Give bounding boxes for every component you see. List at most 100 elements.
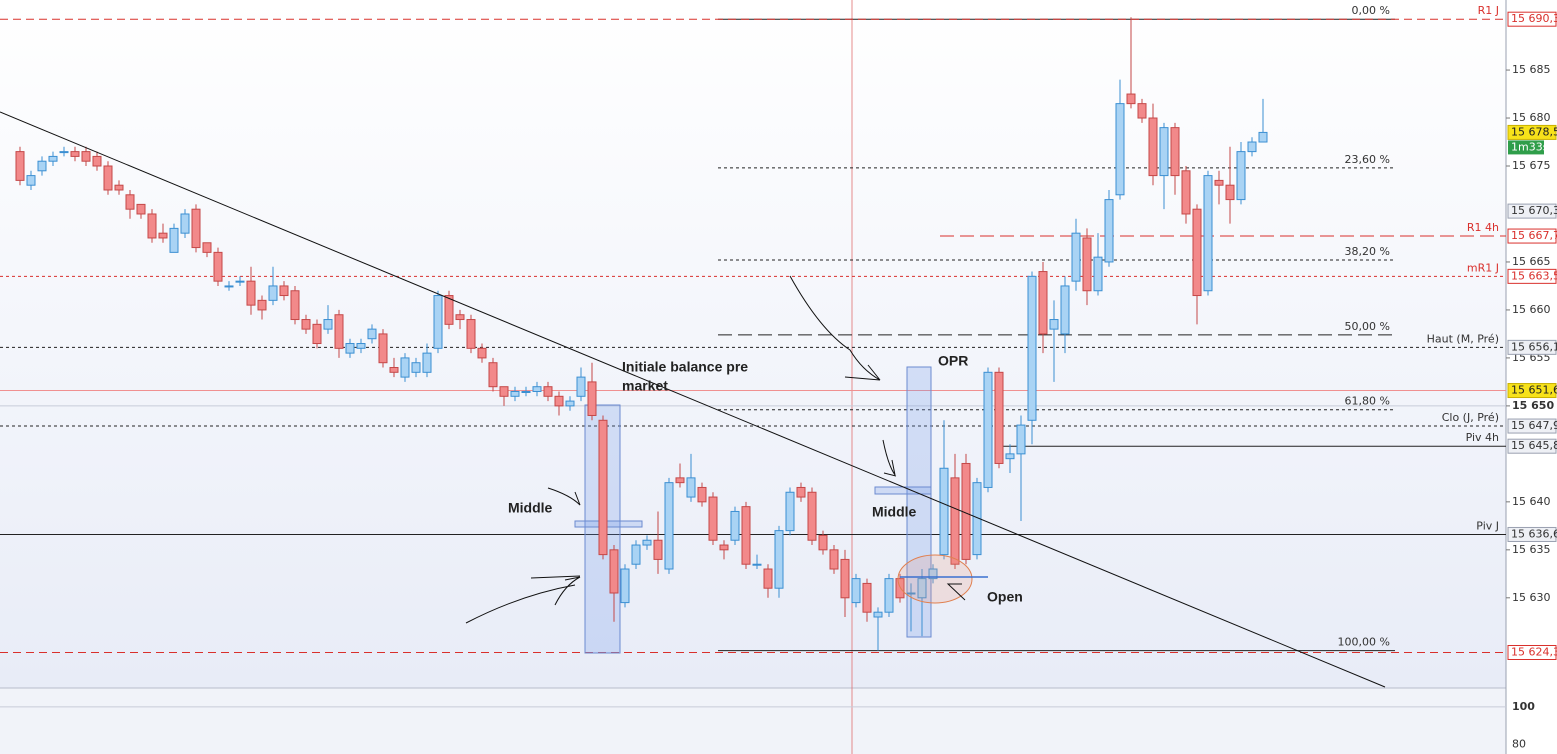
candle-body: [81, 151, 91, 162]
candle-body: [576, 376, 586, 397]
y-tick-label: 15 640: [1512, 495, 1551, 508]
candle-body: [1115, 103, 1125, 196]
candle-body: [147, 213, 157, 239]
price-box: [1507, 228, 1557, 244]
candle-body: [1137, 103, 1147, 119]
candle-body: [125, 194, 135, 210]
level-name: Clo (J, Pré): [1442, 411, 1499, 424]
candle-body: [829, 549, 839, 570]
candle-body: [1170, 127, 1180, 177]
annotation: Initiale balance pre: [622, 359, 748, 375]
y-tick-label: 15 660: [1512, 303, 1551, 316]
timer-label: 1m33s: [1511, 140, 1549, 153]
candle-body: [1093, 256, 1103, 292]
level-name: R1 4h: [1467, 221, 1499, 234]
candle-body: [587, 381, 597, 416]
level-name: Piv J: [1476, 519, 1499, 532]
candle-body: [1049, 319, 1059, 330]
candle-body: [686, 477, 696, 498]
annotation: OPR: [938, 353, 968, 369]
y-tick-label: 15 635: [1512, 543, 1551, 556]
candle-body: [620, 568, 630, 604]
price-box: [1507, 418, 1557, 434]
candle-body: [1258, 131, 1268, 143]
candle-body: [730, 510, 740, 541]
y-tick-label: 100: [1512, 700, 1535, 713]
fib-label: 38,20 %: [1345, 245, 1390, 258]
candle-body: [356, 343, 366, 349]
candle-body: [202, 242, 212, 253]
candle-body: [983, 371, 993, 488]
candle-body: [1027, 275, 1037, 421]
candle-body: [1203, 175, 1213, 292]
candle-body: [719, 544, 729, 551]
candle-body: [378, 333, 388, 364]
candle-body: [1148, 117, 1158, 177]
fib-label: 50,00 %: [1345, 320, 1390, 333]
candle-body: [169, 227, 179, 253]
candle-body: [1236, 151, 1246, 201]
candle-body: [1082, 237, 1092, 292]
y-tick-label: 15 630: [1512, 591, 1551, 604]
price-box-label: 15 647,9: [1511, 419, 1557, 432]
candle-body: [59, 151, 69, 154]
candle-body: [224, 285, 234, 288]
candle-body: [807, 491, 817, 541]
candle-body: [752, 563, 762, 566]
candle-body: [466, 319, 476, 349]
level-name: Haut (M, Pré): [1427, 332, 1499, 345]
candle-body: [741, 506, 751, 565]
candle-body: [598, 419, 608, 556]
candle-body: [631, 544, 641, 565]
price-box: [1507, 644, 1557, 660]
candle-body: [862, 582, 872, 613]
lower-panel: [0, 688, 1506, 754]
price-box-label: 15 651,6: [1511, 384, 1557, 397]
price-box: [1507, 339, 1557, 355]
level-name: Piv 4h: [1466, 431, 1499, 444]
current-price-label: 15 678,5: [1511, 125, 1557, 138]
candle-body: [785, 491, 795, 532]
candle-body: [917, 578, 927, 599]
candle-body: [873, 611, 883, 618]
middle-box: [574, 520, 643, 528]
price-box-label: 15 670,3: [1511, 204, 1557, 217]
candle-body: [92, 155, 102, 167]
candle-body: [796, 486, 806, 498]
candle-body: [521, 390, 531, 393]
price-box-label: 15 645,8: [1511, 439, 1557, 452]
open-circle: [897, 554, 973, 604]
levels: 0,00 % 23,60 % 38,20 % 50,00 % 61,80 % 100,00…: [0, 4, 1506, 708]
candle-body: [675, 477, 685, 484]
candle-body: [653, 539, 663, 560]
y-tick-label: 80: [1512, 738, 1526, 751]
candle-body: [906, 592, 916, 595]
candle-body: [37, 160, 47, 172]
candle-body: [48, 155, 58, 162]
price-box: [1507, 526, 1557, 542]
annotation: Open: [987, 589, 1023, 605]
price-box-label: 15 636,6: [1511, 527, 1557, 540]
candle-body: [543, 386, 553, 397]
candle-body: [1159, 127, 1169, 177]
candle-body: [1060, 285, 1070, 335]
candle-body: [840, 558, 850, 599]
candle-body: [477, 347, 487, 359]
annotation: market: [622, 378, 668, 394]
candle-body: [972, 482, 982, 556]
candle-body: [411, 362, 421, 373]
candle-body: [235, 280, 245, 283]
candle-body: [818, 534, 828, 551]
candle-body: [1247, 141, 1257, 153]
candle-body: [642, 539, 652, 546]
y-tick-label: 15 675: [1512, 159, 1551, 172]
candle-body: [1005, 453, 1015, 460]
candle-body: [510, 390, 520, 397]
price-box: [1507, 438, 1557, 454]
fib-label: 61,80 %: [1345, 395, 1390, 408]
candle-body: [455, 314, 465, 321]
y-tick-label: 15 680: [1512, 111, 1551, 124]
price-box: [1507, 383, 1557, 399]
candle-body: [774, 530, 784, 589]
